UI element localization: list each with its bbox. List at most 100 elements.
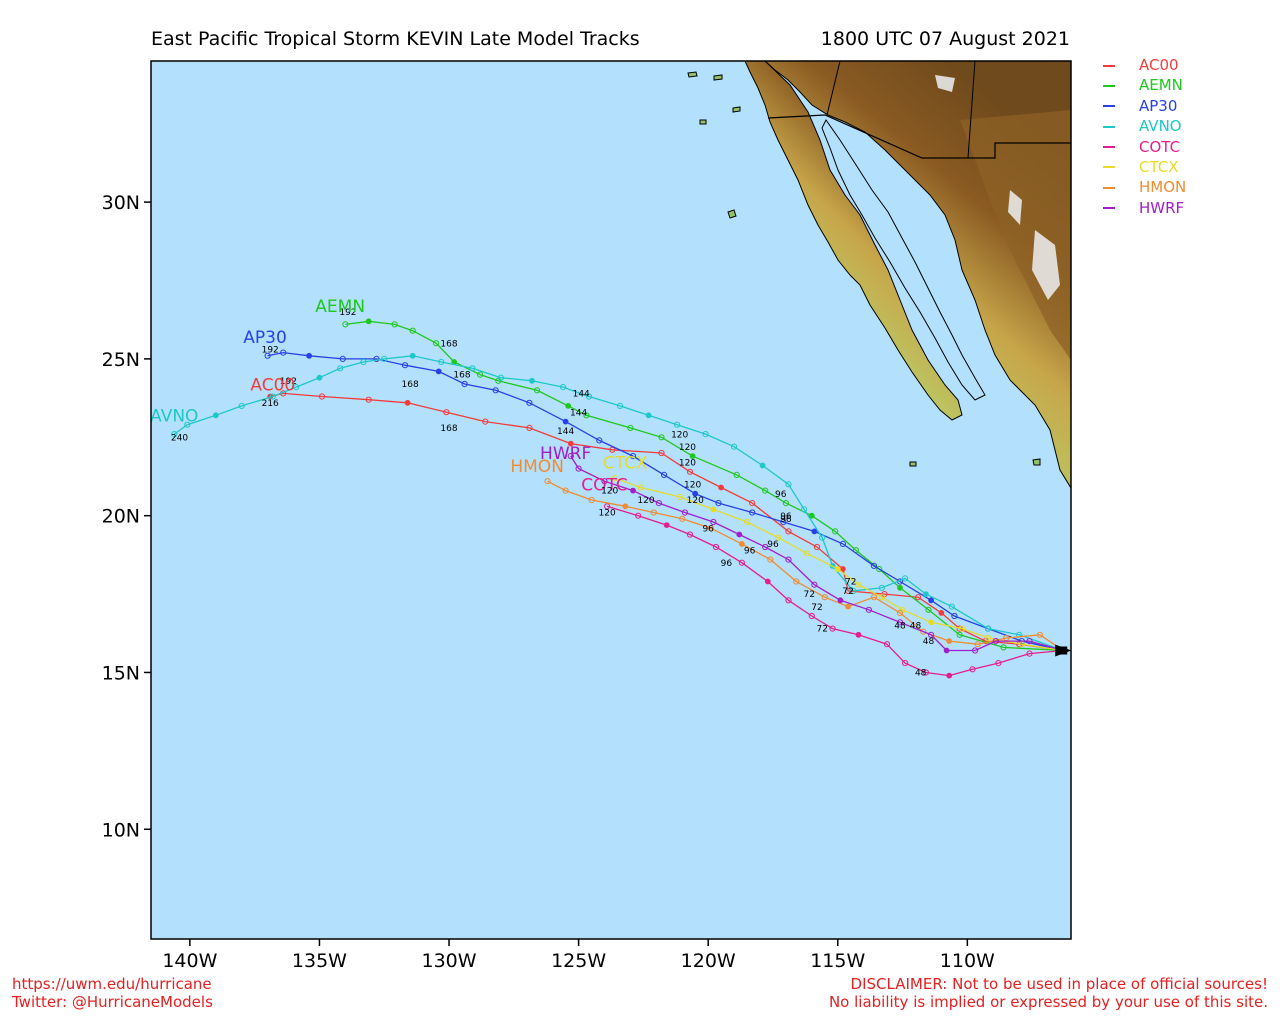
track-point	[438, 358, 445, 366]
track-point	[689, 453, 696, 460]
track-point	[749, 500, 756, 507]
model-name-label: AC00	[250, 375, 295, 395]
track-point	[409, 327, 416, 334]
track-point	[948, 603, 955, 610]
track-point	[562, 487, 569, 494]
forecast-hour-label: 168	[440, 424, 457, 434]
track-point	[337, 365, 344, 372]
forecast-hour-label: 120	[637, 496, 654, 506]
track-point	[839, 540, 847, 548]
track-point	[635, 512, 642, 519]
legend-label: COTC	[1139, 137, 1181, 156]
track-point	[946, 638, 953, 644]
track-point	[876, 565, 883, 573]
track-point	[617, 402, 624, 409]
footer-url[interactable]: https://uwm.edu/hurricane	[12, 975, 212, 993]
track-point	[238, 402, 245, 409]
track-point	[544, 478, 551, 485]
track-point	[992, 638, 999, 645]
forecast-hour-label: 48	[894, 622, 906, 632]
track-point	[712, 543, 720, 551]
x-tick-label: 130W	[421, 950, 476, 972]
track-point	[808, 512, 815, 519]
track-point	[870, 562, 878, 570]
track-point	[264, 352, 271, 359]
track-point	[785, 528, 792, 535]
track-line	[547, 480, 1064, 652]
track-point	[1026, 638, 1033, 645]
forecast-hour-label: 96	[780, 512, 792, 522]
forecast-hour-label: 168	[402, 380, 419, 390]
tracks-layer	[171, 318, 1071, 679]
islands	[687, 71, 1041, 467]
track-point	[811, 528, 818, 535]
track-point	[404, 399, 411, 406]
track-point	[762, 543, 769, 551]
x-tick-label: 125W	[551, 950, 606, 972]
track-point	[744, 518, 751, 526]
x-tick-label: 120W	[681, 950, 736, 972]
track-point	[731, 443, 738, 450]
legend-item-ctcx: CTCX	[1103, 157, 1186, 177]
track-point	[829, 625, 836, 632]
track-point	[834, 566, 841, 572]
track-point	[855, 581, 862, 588]
forecast-hour-label: 168	[453, 371, 470, 381]
track-point	[896, 609, 904, 617]
forecast-hour-label: 120	[684, 480, 701, 490]
track-point	[923, 591, 929, 597]
track-point	[269, 393, 276, 400]
track-point	[928, 619, 934, 626]
legend-label: AC00	[1139, 56, 1179, 74]
track-point	[433, 340, 440, 347]
forecast-hour-label: 192	[262, 346, 279, 356]
track-point	[611, 475, 619, 482]
track-point	[316, 374, 323, 381]
track-point	[381, 355, 388, 362]
forecast-hour-label: 240	[171, 433, 188, 443]
track-point	[627, 424, 634, 431]
track-point	[813, 543, 821, 551]
forecast-hour-label: 192	[280, 377, 297, 387]
forecast-hour-label: 72	[842, 587, 853, 597]
track-point	[785, 556, 792, 563]
x-tick-label: 140W	[162, 950, 217, 972]
model-name-label: CTCX	[603, 454, 648, 474]
forecast-hour-label: 72	[816, 625, 827, 635]
track-point	[661, 471, 668, 478]
track-point	[461, 380, 468, 388]
track-point	[710, 518, 717, 526]
forecast-hour-label: 96	[775, 490, 787, 500]
track-point	[922, 669, 930, 676]
map-datetime: 1800 UTC 07 August 2021	[820, 28, 1070, 50]
track-point	[995, 660, 1002, 667]
legend: AC00 AEMN AP30 AVNO COTC CTCX HMON HWRF	[1103, 55, 1186, 218]
forecast-hour-label: 168	[440, 339, 457, 349]
track-point	[650, 509, 657, 516]
track-point	[782, 500, 790, 507]
model-name-label: HWRF	[540, 444, 591, 464]
track-point	[902, 660, 909, 667]
track-point	[686, 468, 694, 475]
land-layer	[687, 61, 1071, 489]
track-point	[526, 399, 533, 406]
highlands	[960, 110, 1071, 360]
gulf-of-california	[821, 119, 986, 401]
footer-twitter[interactable]: Twitter: @HurricaneModels	[12, 993, 213, 1011]
track-point	[896, 619, 904, 626]
track-point	[928, 597, 934, 604]
track-point	[832, 528, 839, 535]
y-tick-label: 25N	[102, 349, 140, 371]
track-point	[1036, 631, 1044, 638]
legend-swatch	[1103, 64, 1115, 67]
track-point	[736, 531, 743, 538]
track-point	[785, 597, 792, 604]
legend-item-aemn: AEMN	[1103, 75, 1186, 95]
legend-item-hmon: HMON	[1103, 177, 1186, 197]
track-point	[972, 647, 979, 654]
track-point	[969, 666, 976, 673]
forecast-hour-label: 72	[804, 590, 815, 600]
legend-swatch	[1103, 186, 1115, 189]
track-cotc	[604, 503, 1067, 679]
track-point	[184, 421, 191, 428]
